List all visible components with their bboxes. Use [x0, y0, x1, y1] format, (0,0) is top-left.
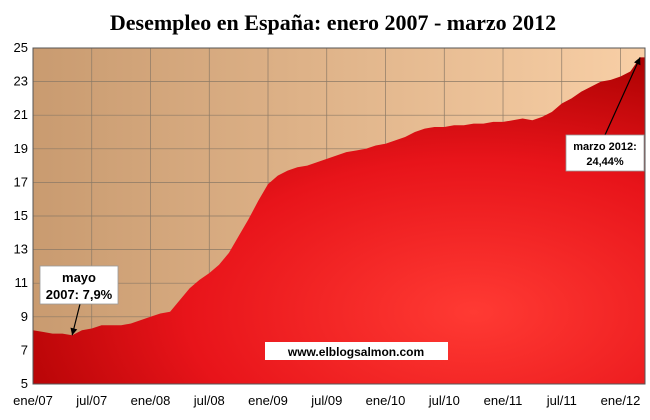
x-tick-label: ene/09 — [248, 393, 288, 408]
annotation-arrow-mar-2012 — [604, 57, 641, 136]
y-axis: 5 7 9 11 13 15 17 19 21 23 25 — [14, 40, 28, 391]
x-tick-label: jul/09 — [310, 393, 342, 408]
y-tick-label: 21 — [14, 107, 28, 122]
x-tick-label: jul/11 — [546, 393, 577, 408]
y-tick-label: 23 — [14, 74, 28, 89]
y-tick-label: 9 — [21, 309, 28, 324]
chart-title: Desempleo en España: enero 2007 - marzo … — [110, 10, 556, 35]
y-tick-label: 13 — [14, 242, 28, 257]
y-tick-label: 25 — [14, 40, 28, 55]
annotation-line-2: 2007: 7,9% — [46, 287, 113, 302]
annotation-box-may-2007 — [39, 265, 119, 305]
annotation-line-2: 24,44% — [586, 156, 624, 168]
annotation-arrowhead — [634, 57, 641, 66]
y-tick-label: 17 — [14, 174, 28, 189]
watermark-box — [265, 342, 448, 360]
x-tick-label: ene/08 — [131, 393, 171, 408]
annotation-line-1: marzo 2012: — [573, 141, 637, 153]
x-tick-label: jul/08 — [193, 393, 225, 408]
plot-frame — [32, 47, 646, 385]
x-tick-label: ene/07 — [13, 393, 53, 408]
y-tick-label: 11 — [15, 275, 29, 290]
watermark-text: www.elblogsalmon.com — [287, 345, 424, 359]
y-tick-label: 15 — [14, 208, 28, 223]
y-tick-label: 5 — [21, 376, 28, 391]
x-axis: ene/07 jul/07 ene/08 jul/08 ene/09 jul/09 ene/… — [13, 393, 640, 408]
y-tick-label: 19 — [14, 141, 28, 156]
y-tick-label: 7 — [21, 342, 28, 357]
annotation-line-1: mayo — [62, 270, 96, 285]
unemployment-area — [33, 57, 645, 384]
annotation-arrowhead — [70, 327, 78, 336]
x-tick-label: jul/07 — [75, 393, 107, 408]
annotation-box-mar-2012 — [565, 134, 645, 172]
x-tick-label: ene/12 — [601, 393, 641, 408]
x-tick-label: ene/10 — [366, 393, 406, 408]
x-tick-label: jul/10 — [428, 393, 460, 408]
x-tick-label: ene/11 — [484, 393, 523, 408]
